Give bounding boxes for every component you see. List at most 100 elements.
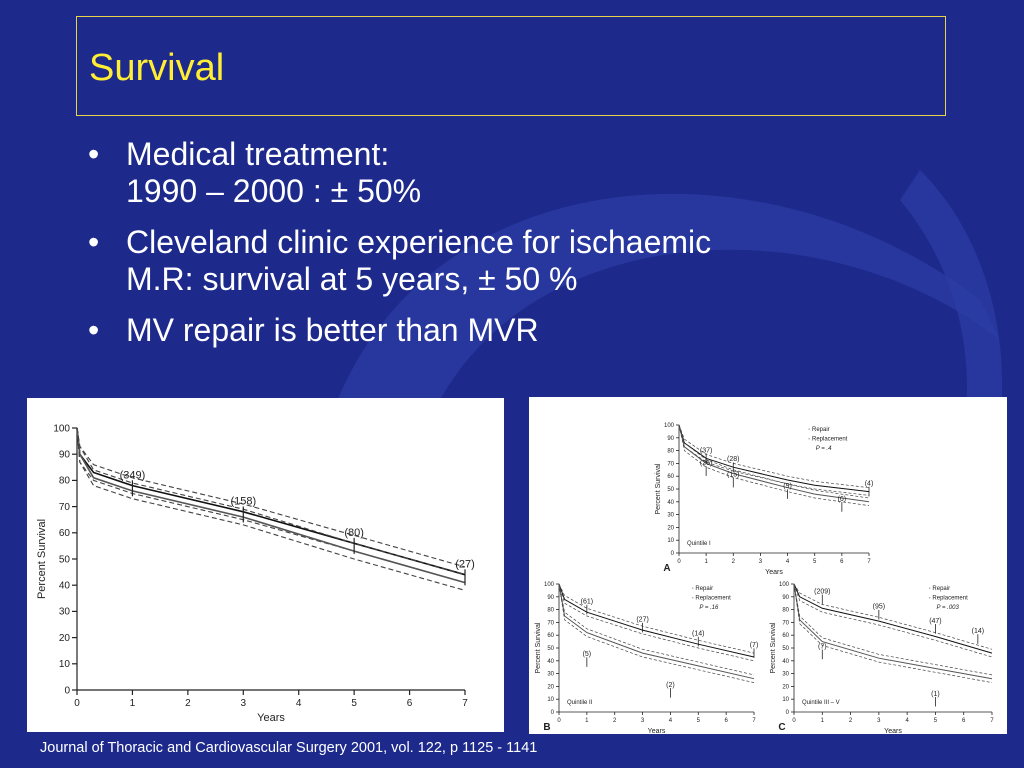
panel-letter: C (778, 722, 785, 733)
footer-citation: Journal of Thoracic and Cardiovascular S… (40, 740, 538, 756)
y-tick-label: 0 (551, 710, 555, 716)
y-tick-label: 30 (782, 672, 789, 678)
y-tick-label: 90 (667, 436, 674, 442)
risk-count-label: (28) (727, 456, 739, 463)
bullet-list: • Medical treatment: 1990 – 2000 : ± 50%… (88, 136, 711, 363)
series-line (558, 583, 755, 658)
y-tick-label: 80 (59, 476, 71, 487)
confidence-band-line (793, 583, 993, 650)
x-tick-label: 1 (585, 718, 589, 724)
x-tick-label: 3 (759, 559, 763, 565)
main-survival-chart-panel: 0 1 2 3 4 5 6 7 0 10 20 30 40 50 60 70 80 90 100 Years Perce… (27, 398, 504, 732)
risk-count-label: (209) (814, 588, 830, 595)
y-tick-label: 60 (782, 633, 789, 639)
quintile-charts-panel: 0 1 2 3 4 5 6 7 0 10 20 30 40 50 60 70 80 90 100 Years Perce… (529, 397, 1007, 735)
y-tick-label: 40 (547, 659, 554, 665)
risk-count-label: (4) (865, 481, 874, 488)
y-axis-label: Percent Survival (770, 622, 777, 673)
quintile-label: Quintile I (687, 541, 711, 547)
legend-entry: ◦ Replacement (929, 596, 968, 602)
chart-group: 0 1 2 3 4 5 6 70102030405060708090100YearsPerce… (655, 423, 873, 576)
y-tick-label: 0 (786, 710, 790, 716)
bullet-item: • Medical treatment: 1990 – 2000 : ± 50% (88, 136, 711, 210)
bullet-line: MV repair is better than MVR (126, 312, 539, 348)
x-tick-label: 6 (724, 718, 728, 724)
p-value-label: P = .4 (816, 446, 832, 452)
y-tick-label: 50 (667, 487, 674, 493)
x-tick-label: 5 (697, 718, 701, 724)
y-tick-label: 50 (59, 554, 71, 565)
risk-count-label: (27) (455, 558, 475, 570)
chart-group: 0 1 2 3 4 5 6 70102030405060708090100YearsPerce… (36, 423, 475, 724)
risk-count-label: (5) (583, 651, 592, 658)
confidence-band-line (793, 583, 993, 676)
y-axis-label: Percent Survival (36, 519, 48, 599)
legend-entry: ◦ Repair (808, 427, 829, 433)
x-tick-label: 2 (185, 698, 191, 709)
y-tick-label: 30 (547, 672, 554, 678)
bullet-dot: • (88, 136, 100, 172)
panel-letter: A (663, 563, 670, 574)
risk-count-label: (349) (120, 469, 146, 481)
bullet-item: • MV repair is better than MVR (88, 312, 711, 349)
risk-count-label: (7) (818, 643, 827, 650)
y-tick-label: 10 (667, 538, 674, 544)
y-tick-label: 0 (64, 685, 70, 696)
slide-title: Survival (89, 47, 225, 89)
y-tick-label: 10 (547, 697, 554, 703)
x-tick-label: 5 (934, 718, 938, 724)
bullet-dot: • (88, 224, 100, 260)
x-tick-label: 7 (462, 698, 468, 709)
x-tick-label: 3 (241, 698, 247, 709)
x-tick-label: 5 (813, 559, 817, 565)
x-tick-label: 1 (704, 559, 708, 565)
y-tick-label: 80 (782, 608, 789, 614)
x-axis-label: Years (884, 728, 902, 734)
risk-count-label: (1) (931, 691, 940, 698)
confidence-band-line (678, 424, 870, 489)
y-tick-label: 100 (544, 582, 555, 588)
series-line (793, 583, 993, 654)
y-tick-label: 90 (59, 450, 71, 461)
y-tick-label: 40 (782, 659, 789, 665)
panel-letter: B (543, 722, 550, 733)
risk-count-label: (26) (700, 460, 712, 467)
y-tick-label: 40 (59, 581, 71, 592)
confidence-band-line (558, 583, 755, 654)
y-tick-label: 30 (59, 607, 71, 618)
bullet-line: M.R: survival at 5 years, ± 50 % (126, 261, 578, 297)
y-tick-label: 70 (667, 461, 674, 467)
y-tick-label: 30 (667, 513, 674, 519)
x-axis-label: Years (257, 712, 285, 724)
x-tick-label: 4 (786, 559, 790, 565)
y-tick-label: 90 (782, 595, 789, 601)
risk-count-label: (27) (636, 617, 648, 624)
x-tick-label: 1 (821, 718, 825, 724)
x-axis-label: Years (765, 569, 783, 576)
y-tick-label: 0 (671, 551, 675, 557)
risk-count-label: (80) (344, 527, 364, 539)
x-tick-label: 4 (905, 718, 909, 724)
risk-count-label: (37) (700, 447, 712, 454)
confidence-band-line (558, 583, 755, 662)
confidence-band-line (76, 427, 466, 568)
x-tick-label: 0 (557, 718, 561, 724)
y-tick-label: 70 (547, 620, 554, 626)
quintile-label: Quintile III – V (802, 700, 840, 706)
confidence-band-line (76, 427, 466, 591)
x-tick-label: 7 (752, 718, 756, 724)
p-value-label: P = .16 (699, 605, 719, 611)
series-line (558, 583, 755, 680)
risk-count-label: (47) (929, 618, 941, 625)
y-tick-label: 80 (667, 449, 674, 455)
y-tick-label: 80 (547, 608, 554, 614)
y-tick-label: 60 (547, 633, 554, 639)
y-tick-label: 10 (782, 697, 789, 703)
x-tick-label: 7 (990, 718, 994, 724)
y-tick-label: 20 (667, 525, 674, 531)
x-tick-label: 3 (877, 718, 881, 724)
chart-group: 0 1 2 3 4 5 6 70102030405060708090100YearsPerce… (770, 582, 995, 735)
y-axis-label: Percent Survival (655, 463, 662, 514)
confidence-band-line (558, 583, 755, 683)
y-tick-label: 10 (59, 659, 71, 670)
